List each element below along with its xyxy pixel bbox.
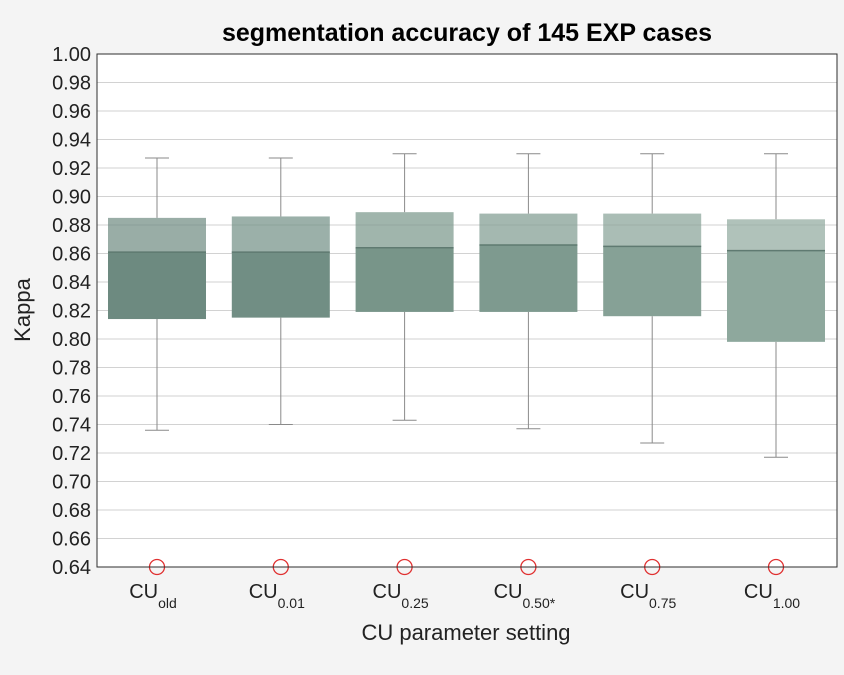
box-series [108,153,825,576]
box-lower-quartile [727,250,825,342]
y-tick-label: 0.86 [52,244,91,266]
x-tick-labels: CUold CU0.01 CU0.25 CU0.50* CU0.75 CU1.00 [129,581,800,611]
box-upper-quartile [727,219,825,251]
y-tick-label: 0.78 [52,358,91,380]
y-tick-label: 0.98 [52,73,91,95]
box-6 [727,153,825,576]
y-tick-label: 0.64 [52,557,91,579]
box-upper-quartile [108,217,206,253]
box-lower-quartile [231,252,330,318]
y-tick-label: 0.92 [52,158,91,180]
x-tick-label: CUold [129,581,177,611]
y-tick-label: 0.90 [52,187,91,209]
y-tick-label: 0.88 [52,215,91,237]
box-1 [108,157,206,576]
y-tick-label: 0.82 [52,301,91,323]
y-tick-labels: 0.64 0.66 0.68 0.70 0.72 0.74 0.76 0.78 0.80 0.82… [52,44,91,579]
y-tick-label: 1.00 [52,44,91,66]
box-lower-quartile [603,246,702,317]
box-2 [231,157,330,576]
box-upper-quartile [479,213,578,245]
y-tick-label: 0.68 [52,500,91,522]
plot-frame [96,53,838,568]
chart-title: segmentation accuracy of 145 EXP cases [222,19,712,47]
x-tick-label: CU1.00 [744,581,800,611]
box-5 [603,153,702,576]
y-tick-label: 0.76 [52,386,91,408]
box-upper-quartile [355,212,454,248]
y-tick-label: 0.72 [52,443,91,465]
x-tick-label: CU0.50* [494,581,556,611]
box-lower-quartile [108,252,206,320]
y-tick-label: 0.96 [52,101,91,123]
x-tick-label: CU0.25 [373,581,429,611]
y-tick-label: 0.84 [52,272,91,294]
y-tick-label: 0.94 [52,130,91,152]
x-tick-label: CU0.01 [249,581,305,611]
y-tick-label: 0.70 [52,472,91,494]
y-tick-label: 0.66 [52,529,91,551]
y-tick-label: 0.74 [52,415,91,437]
x-tick-label: CU0.75 [620,581,676,611]
box-upper-quartile [231,216,330,253]
y-axis-label: Kappa [10,277,35,341]
box-4 [479,153,578,576]
box-3 [355,153,454,576]
box-lower-quartile [355,247,454,312]
box-upper-quartile [603,213,702,247]
y-tick-label: 0.80 [52,329,91,351]
x-axis-label: CU parameter setting [361,620,570,645]
box-lower-quartile [479,244,578,312]
